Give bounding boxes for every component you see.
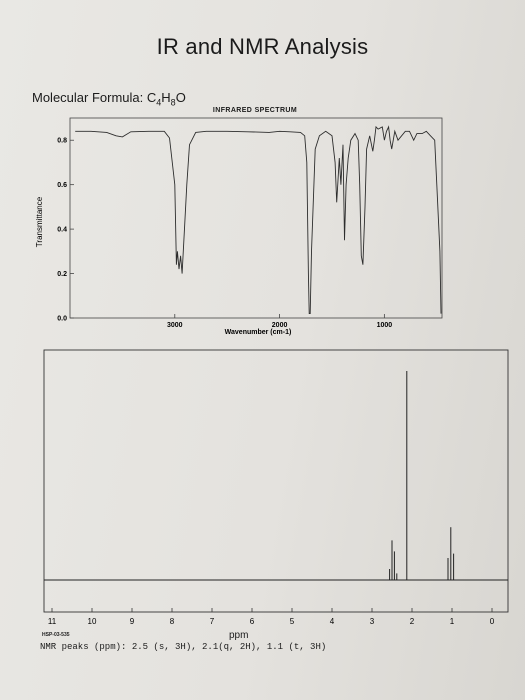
formula-label: Molecular Formula: (32, 90, 147, 105)
ir-y-tick-label: 0.8 (57, 138, 67, 145)
nmr-x-tick-label: 8 (170, 617, 175, 626)
formula-o: O (175, 90, 186, 105)
ir-y-tick-label: 0.0 (57, 316, 67, 323)
page-title: IR and NMR Analysis (156, 34, 369, 59)
nmr-peaks-text: NMR peaks (ppm): 2.5 (s, 3H), 2.1(q, 2H)… (40, 642, 327, 652)
ir-y-tick-label: 0.4 (57, 227, 67, 234)
ir-x-tick-label: 3000 (167, 322, 183, 329)
ir-ticks: 0.0 0.2 0.4 0.6 0.8 3000 2000 1000 (57, 138, 392, 329)
molecular-formula: Molecular Formula: C4H8O (32, 90, 186, 108)
nmr-x-tick-label: 10 (88, 617, 97, 626)
nmr-ticks: 11 10 9 8 7 6 5 4 3 2 1 0 (48, 608, 495, 626)
nmr-x-tick-label: 0 (490, 617, 495, 626)
ir-x-tick-label: 1000 (377, 322, 393, 329)
ir-x-tick-label: 2000 (272, 322, 288, 329)
nmr-x-tick-label: 11 (48, 617, 57, 626)
nmr-x-axis-label: ppm (229, 630, 249, 641)
nmr-x-tick-label: 5 (290, 617, 295, 626)
ir-chart-title: INFRARED SPECTRUM (212, 107, 298, 114)
nmr-x-tick-label: 1 (450, 617, 455, 626)
ir-y-axis-label: Transmittance (35, 196, 44, 247)
nmr-x-tick-label: 9 (130, 617, 135, 626)
ir-plot-frame (69, 117, 443, 319)
nmr-x-tick-label: 6 (250, 617, 255, 626)
nmr-plot-frame (43, 349, 509, 613)
ir-x-axis-label: Wavenumber (cm-1) (225, 329, 292, 336)
formula-c-count: 4 (156, 97, 162, 108)
nmr-sample-id: HSP-03-535 (42, 632, 70, 638)
nmr-x-tick-label: 2 (410, 617, 415, 626)
formula-h-count: 8 (170, 97, 176, 108)
formula-h: H (161, 90, 171, 105)
ir-series-line (75, 125, 442, 315)
ir-spectrum-chart: Transmittance Wavenumber (cm-1) 0.00.20.… (35, 117, 443, 336)
nmr-x-tick-label: 4 (330, 617, 335, 626)
formula-c: C (146, 90, 157, 105)
nmr-x-tick-label: 7 (210, 617, 215, 626)
nmr-peaks (389, 371, 455, 580)
nmr-x-tick-label: 3 (370, 617, 375, 626)
ir-y-tick-label: 0.6 (57, 182, 67, 189)
ir-y-tick-label: 0.2 (57, 271, 67, 278)
